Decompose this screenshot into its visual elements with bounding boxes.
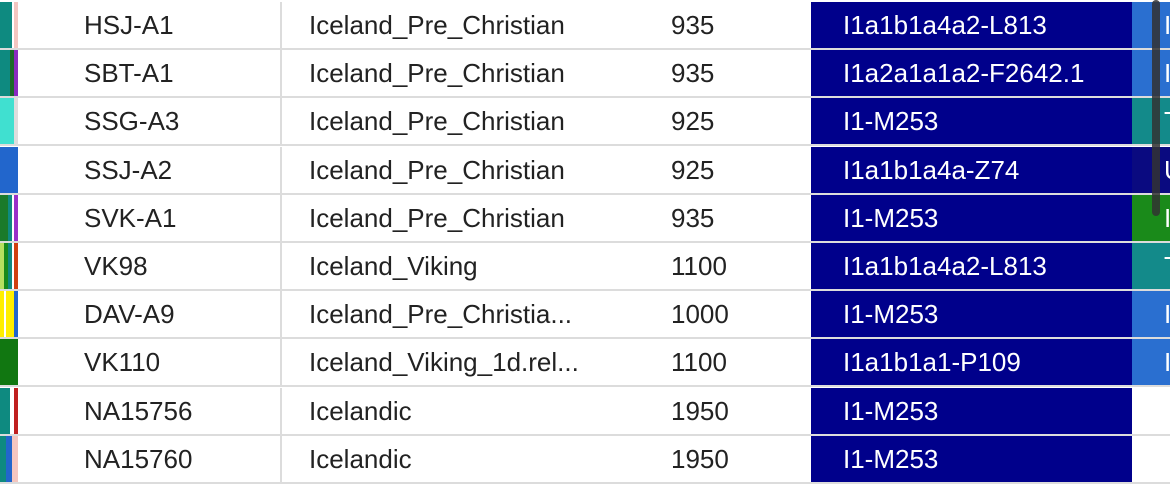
sample-id: SSG-A3 <box>84 106 180 137</box>
population: Iceland_Pre_Christian <box>309 10 565 40</box>
column-divider <box>280 243 282 289</box>
haplogroup: I1-M253 <box>811 435 1132 482</box>
haplogroup: I1a2a1a1a2-F2642.1 <box>811 50 1132 97</box>
date: 935 <box>671 202 715 233</box>
ancestry-bar <box>0 50 20 97</box>
column-divider <box>280 98 282 145</box>
ancestry-bar <box>0 291 20 338</box>
next-column: I <box>1132 194 1170 241</box>
next-column: T <box>1132 243 1170 289</box>
next-column: I <box>1132 50 1170 97</box>
date: 935 <box>671 10 715 40</box>
population: Iceland_Viking_1d.rel... <box>309 347 579 378</box>
haplogroup: I1-M253 <box>811 291 1132 338</box>
date: 925 <box>671 106 715 137</box>
ancestry-bar <box>0 98 20 145</box>
population: Iceland_Viking <box>309 251 478 281</box>
next-column: T <box>1132 98 1170 145</box>
date: 935 <box>671 58 715 89</box>
haplogroup: I1-M253 <box>811 387 1132 434</box>
haplogroup: I1a1b1a1-P109 <box>811 339 1132 386</box>
sample-id: NA15760 <box>84 443 193 474</box>
table-row: SSG-A3 Iceland_Pre_Christian 925 I1-M253T <box>0 98 1170 147</box>
population: Icelandic <box>309 395 412 426</box>
next-column: U <box>1132 146 1170 193</box>
column-divider <box>280 50 282 97</box>
population: Iceland_Pre_Christian <box>309 154 565 185</box>
ancestry-bar <box>0 243 20 289</box>
ancestry-bar <box>0 387 20 434</box>
sample-id: SSJ-A2 <box>84 154 173 185</box>
date: 925 <box>671 154 715 185</box>
scrollbar <box>1152 0 1160 216</box>
ancestry-bar <box>0 194 20 241</box>
column-divider <box>280 339 282 386</box>
table-row: SBT-A1 Iceland_Pre_Christian 935 I1a2a1a1a2… <box>0 50 1170 99</box>
haplogroup: I1a1b1a4a2-L813 <box>811 243 1132 289</box>
column-divider <box>280 387 282 434</box>
date: 1100 <box>671 251 727 281</box>
table-row: SVK-A1 Iceland_Pre_Christian 935 I1-M253 I <box>0 194 1170 243</box>
table-row: VK110 Iceland_Viking_1d.rel... 1100 I1a1b1a… <box>0 339 1170 388</box>
ancestry-bar <box>0 435 20 482</box>
sample-id: SVK-A1 <box>84 202 177 233</box>
haplogroup: I1-M253 <box>811 194 1132 241</box>
ancestry-bar <box>0 2 20 48</box>
sample-id: VK98 <box>84 251 148 281</box>
date: 1950 <box>671 443 729 474</box>
ancestry-bar <box>0 339 20 386</box>
population: Iceland_Pre_Christia... <box>309 299 573 330</box>
date: 1950 <box>671 395 729 426</box>
column-divider <box>280 194 282 241</box>
haplogroup: I1a1b1a4a2-L813 <box>811 2 1132 48</box>
haplogroup: I1-M253 <box>811 98 1132 145</box>
table-row: SSJ-A2 Iceland_Pre_Christian 925 I1a1b1a4a-… <box>0 146 1170 195</box>
column-divider <box>280 291 282 338</box>
date: 1100 <box>671 347 727 378</box>
population: Iceland_Pre_Christian <box>309 58 565 89</box>
table-row: VK98 Iceland_Viking 1100 I1a1b1a4a2-L813T <box>0 243 1170 291</box>
ancestry-bar <box>0 146 20 193</box>
date: 1000 <box>671 299 729 330</box>
column-divider <box>280 2 282 48</box>
column-divider <box>280 435 282 482</box>
sample-id: VK110 <box>84 347 161 378</box>
sample-id: DAV-A9 <box>84 299 175 330</box>
population: Iceland_Pre_Christian <box>309 202 565 233</box>
sample-id: NA15756 <box>84 395 193 426</box>
haplogroup: I1a1b1a4a-Z74 <box>811 146 1132 193</box>
table-row: HSJ-A1 Iceland_Pre_Christian 935 I1a1b1a4a2… <box>0 2 1170 50</box>
table-row: DAV-A9 Iceland_Pre_Christia... 1000 I1-M253… <box>0 291 1170 340</box>
column-divider <box>280 146 282 193</box>
next-column: I <box>1132 291 1170 338</box>
next-column: I <box>1132 2 1170 48</box>
next-column: I <box>1132 339 1170 386</box>
table-row: NA15760 Icelandic 1950 I1-M253 <box>0 435 1170 484</box>
table-row: NA15756 Icelandic 1950 I1-M253 <box>0 387 1170 436</box>
sample-id: HSJ-A1 <box>84 10 174 40</box>
population: Iceland_Pre_Christian <box>309 106 565 137</box>
population: Icelandic <box>309 443 412 474</box>
sample-id: SBT-A1 <box>84 58 174 89</box>
